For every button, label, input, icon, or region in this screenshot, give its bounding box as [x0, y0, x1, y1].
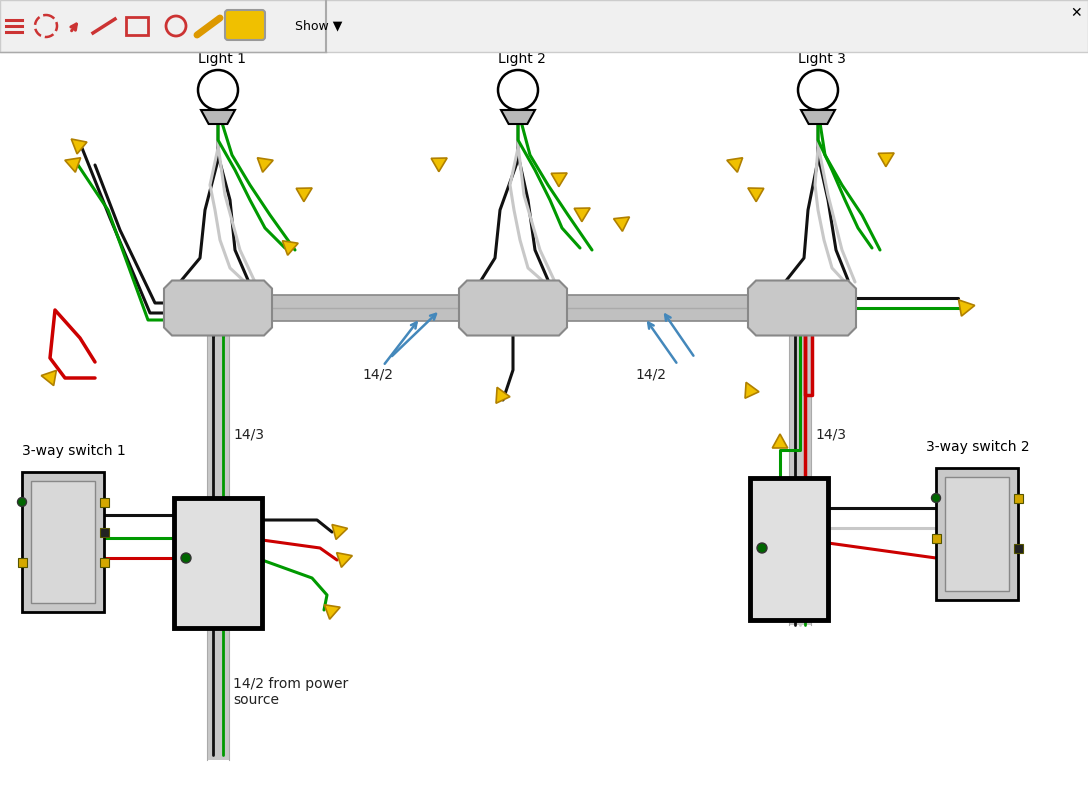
Bar	[540, 295, 775, 321]
Polygon shape	[496, 388, 510, 403]
Bar	[174, 498, 262, 628]
FancyBboxPatch shape	[225, 10, 265, 40]
Polygon shape	[801, 110, 834, 124]
Polygon shape	[727, 157, 743, 172]
Polygon shape	[332, 524, 347, 539]
Polygon shape	[959, 300, 975, 316]
Bar	[99, 558, 109, 566]
Circle shape	[798, 70, 838, 110]
Polygon shape	[878, 153, 894, 167]
Polygon shape	[614, 217, 630, 231]
Polygon shape	[336, 553, 353, 567]
Polygon shape	[324, 605, 341, 619]
Text: Light 2: Light 2	[498, 52, 546, 66]
Circle shape	[757, 543, 767, 553]
Polygon shape	[41, 370, 57, 385]
Polygon shape	[296, 188, 312, 202]
Polygon shape	[72, 139, 87, 154]
Text: 14/2 from power
source: 14/2 from power source	[233, 677, 348, 707]
Text: Light 1: Light 1	[198, 52, 246, 66]
Polygon shape	[283, 240, 298, 255]
Text: 14/3: 14/3	[815, 427, 846, 441]
Text: Show ▼: Show ▼	[295, 20, 343, 32]
Polygon shape	[65, 157, 81, 172]
Text: 14/2: 14/2	[635, 367, 666, 381]
Polygon shape	[431, 158, 447, 172]
Text: 3-way switch 1: 3-way switch 1	[22, 444, 126, 458]
Bar	[99, 498, 109, 506]
Bar	[245, 295, 486, 321]
Bar	[750, 478, 828, 620]
Text: ✕: ✕	[1071, 6, 1081, 20]
Bar	[30, 481, 95, 603]
Circle shape	[498, 70, 537, 110]
Circle shape	[198, 70, 238, 110]
Bar	[1014, 494, 1023, 502]
Bar	[99, 528, 109, 536]
Bar	[936, 468, 1018, 600]
Polygon shape	[574, 208, 590, 221]
Bar	[789, 335, 811, 625]
Circle shape	[181, 553, 191, 563]
Text: 14/3: 14/3	[233, 427, 264, 441]
Polygon shape	[459, 281, 567, 335]
Circle shape	[17, 498, 26, 506]
Polygon shape	[201, 110, 235, 124]
Text: 14/2: 14/2	[362, 367, 393, 381]
Polygon shape	[552, 173, 567, 187]
Bar	[17, 558, 26, 566]
Bar	[0, 0, 1088, 52]
Bar	[22, 472, 104, 612]
Bar	[126, 17, 148, 35]
Polygon shape	[772, 434, 788, 448]
Text: 3-way switch 2: 3-way switch 2	[926, 440, 1029, 454]
Bar	[931, 533, 940, 543]
Bar	[207, 335, 228, 760]
Polygon shape	[164, 281, 272, 335]
Polygon shape	[745, 382, 759, 398]
Bar	[945, 477, 1009, 591]
Polygon shape	[500, 110, 535, 124]
Polygon shape	[747, 188, 764, 202]
Polygon shape	[749, 281, 856, 335]
Bar	[1014, 543, 1023, 552]
Text: Light 3: Light 3	[799, 52, 846, 66]
Polygon shape	[258, 157, 273, 172]
Circle shape	[931, 494, 940, 502]
